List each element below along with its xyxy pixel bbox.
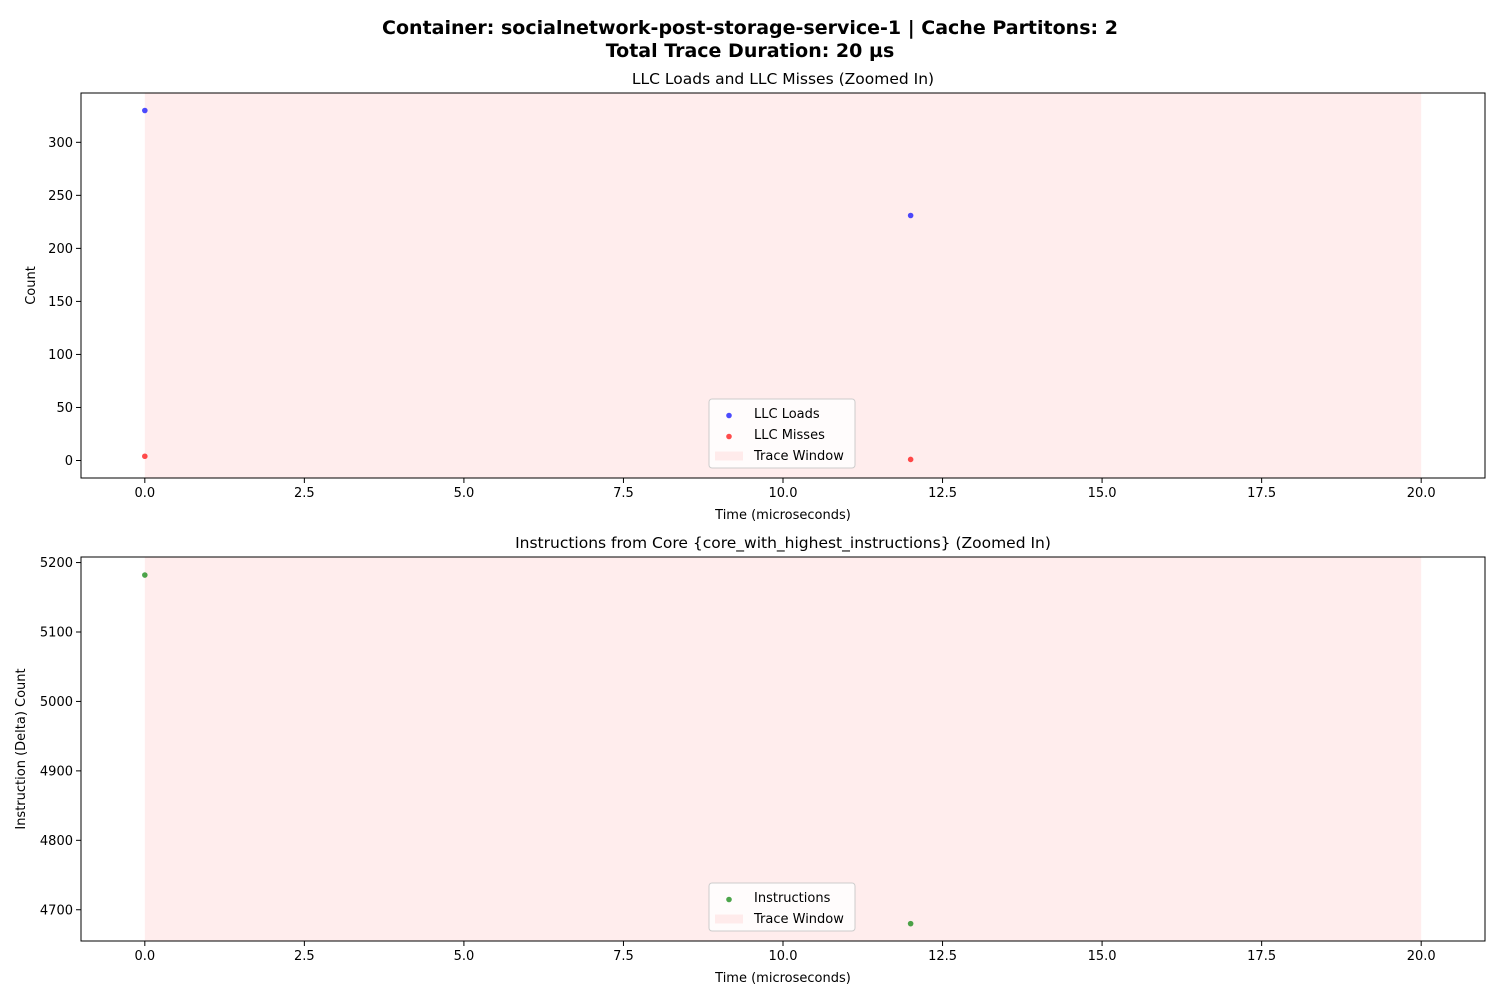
data-point-instructions — [142, 572, 148, 578]
legend-patch — [715, 451, 743, 461]
y-tick-label: 5100 — [40, 625, 73, 640]
data-point-llc-misses — [142, 453, 148, 460]
y-axis-label: Instruction (Delta) Count — [14, 668, 29, 829]
y-tick-label: 300 — [48, 136, 73, 151]
x-tick-label: 20.0 — [1407, 949, 1436, 964]
figure-title-line-1: Container: socialnetwork-post-storage-se… — [382, 17, 1118, 39]
x-tick-label: 15.0 — [1088, 949, 1117, 964]
y-tick-label: 0 — [65, 454, 73, 469]
x-tick-label: 7.5 — [613, 949, 634, 964]
y-axis-label: Count — [24, 266, 39, 305]
y-tick-label: 5000 — [40, 695, 73, 710]
x-tick-label: 20.0 — [1407, 486, 1436, 501]
x-tick-label: 2.5 — [294, 486, 315, 501]
x-tick-label: 17.5 — [1247, 486, 1276, 501]
chart-1: 0.0 2.5 5.0 7.5 10.0 12.5 15.0 17.5 20.0 0 50 100 15… — [24, 70, 1486, 523]
trace-window-span — [144, 557, 1422, 941]
y-tick-label: 250 — [48, 189, 73, 204]
legend: Instructions Trace Window — [708, 882, 856, 932]
legend-box — [708, 882, 856, 932]
x-tick-label: 5.0 — [454, 486, 475, 501]
data-point-instructions — [907, 920, 914, 927]
x-tick-label: 15.0 — [1088, 486, 1117, 501]
x-tick-label: 0.0 — [134, 949, 155, 964]
y-tick-label: 4900 — [40, 764, 73, 779]
legend-label: Instructions — [754, 891, 831, 906]
x-tick-label: 0.0 — [134, 486, 155, 501]
legend-box — [708, 398, 856, 469]
legend-patch — [715, 914, 743, 924]
x-axis-label: Time (microseconds) — [714, 971, 851, 986]
y-tick-label: 4700 — [40, 903, 73, 918]
legend-marker — [726, 433, 732, 440]
chart-title: Instructions from Core {core_with_highes… — [515, 534, 1051, 553]
x-tick-label: 10.0 — [769, 486, 798, 501]
figure-title-line-2: Total Trace Duration: 20 µs — [605, 40, 895, 62]
legend: LLC Loads LLC Misses Trace Window — [708, 398, 856, 469]
data-point-llc-loads — [907, 212, 914, 219]
legend-label: Trace Window — [753, 912, 844, 927]
legend-marker — [726, 896, 732, 903]
y-tick-label: 4800 — [40, 834, 73, 849]
legend-label: LLC Misses — [754, 428, 825, 443]
x-tick-label: 7.5 — [613, 486, 634, 501]
legend-label: LLC Loads — [754, 407, 820, 422]
y-tick-label: 5200 — [40, 556, 73, 571]
y-tick-label: 100 — [48, 348, 73, 363]
x-axis-label: Time (microseconds) — [714, 508, 851, 523]
x-tick-label: 17.5 — [1247, 949, 1276, 964]
x-tick-label: 10.0 — [769, 949, 798, 964]
x-tick-label: 2.5 — [294, 949, 315, 964]
x-tick-label: 12.5 — [928, 486, 957, 501]
y-tick-label: 150 — [48, 295, 73, 310]
x-tick-label: 12.5 — [928, 949, 957, 964]
chart-2: 0.0 2.5 5.0 7.5 10.0 12.5 15.0 17.5 20.0 4700 4800… — [14, 534, 1486, 986]
chart-title: LLC Loads and LLC Misses (Zoomed In) — [632, 70, 934, 88]
legend-label: Trace Window — [753, 449, 844, 464]
y-tick-label: 50 — [56, 401, 73, 416]
x-tick-label: 5.0 — [454, 949, 475, 964]
data-point-llc-loads — [142, 107, 148, 114]
legend-marker — [726, 412, 732, 419]
data-point-llc-misses — [907, 456, 914, 463]
y-tick-label: 200 — [48, 242, 73, 257]
